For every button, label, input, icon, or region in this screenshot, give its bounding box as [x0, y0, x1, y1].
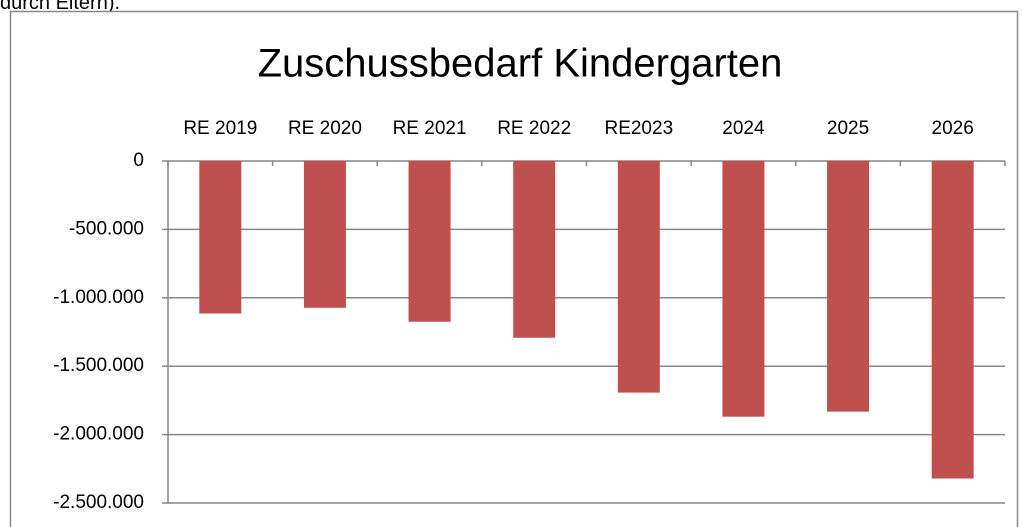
bar [617, 161, 660, 393]
bar [722, 161, 765, 417]
bar [199, 161, 242, 314]
bar [408, 161, 451, 322]
intro-text: durch Eltern). [0, 0, 120, 14]
x-tick-label: 2025 [827, 118, 869, 139]
x-tick-label: 2026 [932, 118, 974, 139]
bar [931, 161, 974, 479]
x-tick-label: RE 2021 [393, 118, 467, 139]
y-tick-label: -500.000 [69, 218, 144, 239]
x-tick-label: RE 2022 [497, 118, 571, 139]
bar [513, 161, 556, 338]
y-tick-label: 0 [133, 150, 144, 171]
y-tick-label: -1.000.000 [53, 287, 144, 308]
x-tick-label: RE 2019 [183, 118, 257, 139]
chart-title: Zuschussbedarf Kindergarten [258, 42, 783, 86]
bar [303, 161, 346, 308]
x-tick-label: RE 2020 [288, 118, 362, 139]
x-tick-label: RE2023 [604, 118, 673, 139]
y-tick-label: -2.500.000 [53, 492, 144, 513]
x-tick-label: 2024 [722, 118, 765, 139]
y-tick-label: -1.500.000 [53, 355, 144, 376]
bar [827, 161, 870, 412]
y-tick-label: -2.000.000 [53, 424, 144, 445]
